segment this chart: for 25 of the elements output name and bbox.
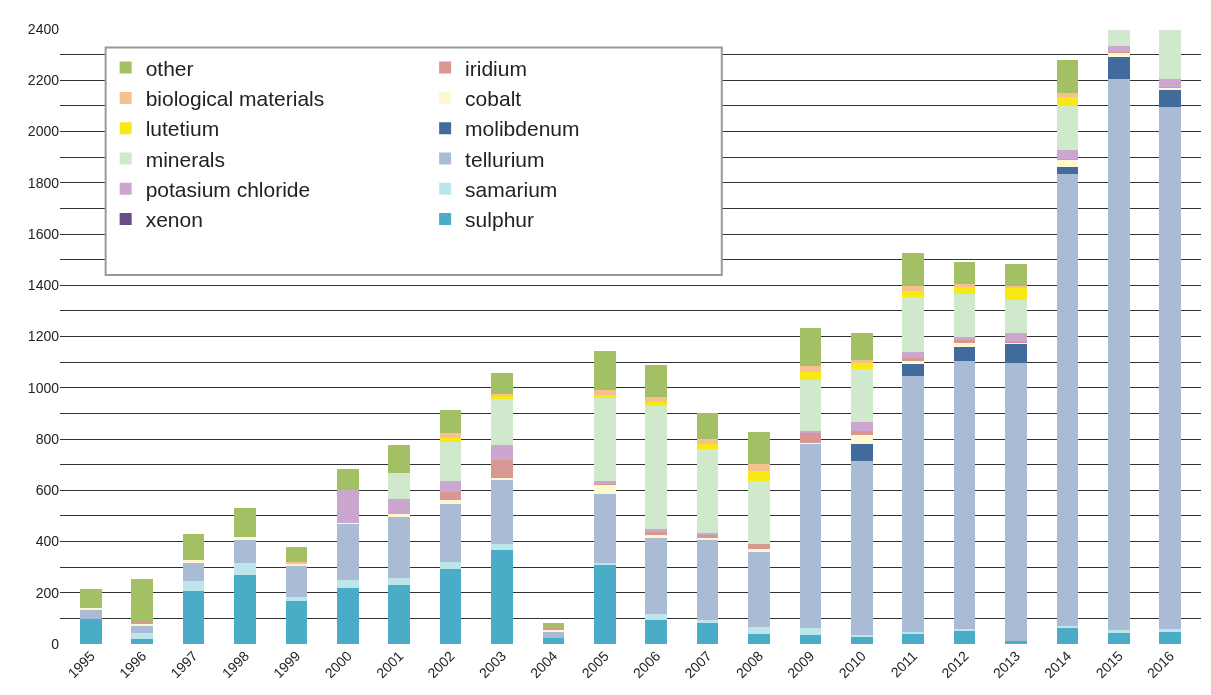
legend-label: minerals (145, 147, 225, 171)
legend-label: lutetium (145, 117, 220, 141)
legend-label: molibdenum (465, 117, 580, 141)
legend-label: cobalt (465, 87, 522, 111)
y-tick-label: 600 (35, 482, 60, 499)
y-tick-label: 1800 (27, 174, 60, 191)
y-tick-label: 1600 (27, 225, 60, 242)
legend-label: biological materials (145, 87, 325, 111)
y-tick-label: 2000 (27, 123, 60, 140)
y-tick-label: 2400 (27, 20, 60, 37)
y-tick-label: 0 (51, 635, 60, 652)
y-tick-label: 1200 (27, 328, 60, 345)
y-tick-label: 400 (35, 533, 60, 550)
legend-label: potasium chloride (145, 177, 311, 201)
legend-label: iridium (465, 56, 527, 80)
y-tick-label: 200 (35, 584, 60, 601)
legend-label: sulphur (465, 208, 535, 232)
legend-label: tellurium (465, 147, 545, 171)
y-tick-label: 2200 (27, 72, 60, 89)
y-tick-label: 1400 (27, 277, 60, 294)
y-tick-label: 800 (35, 430, 60, 447)
legend-label: other (145, 56, 194, 80)
y-tick-label: 1000 (27, 379, 60, 396)
legend-label: xenon (145, 208, 203, 232)
legend-label: samarium (465, 177, 558, 201)
